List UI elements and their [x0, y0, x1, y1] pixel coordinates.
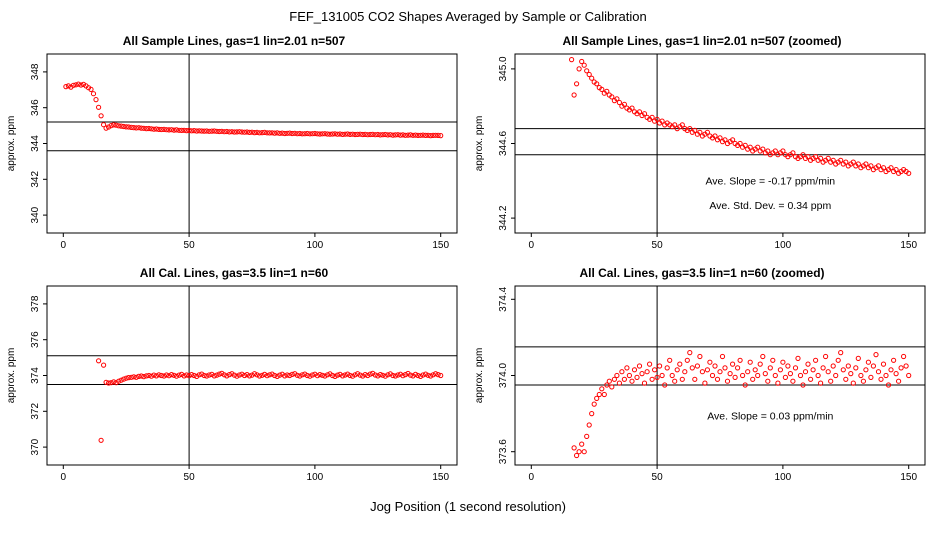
svg-text:50: 50 — [652, 240, 664, 251]
svg-text:100: 100 — [307, 472, 324, 483]
svg-text:373.6: 373.6 — [498, 439, 509, 464]
sample-full-scatter-plot: 0 50 100 150 340 342 344 346 348 approx. ppm — [3, 49, 465, 259]
svg-text:150: 150 — [900, 472, 917, 483]
svg-text:374.0: 374.0 — [498, 363, 509, 388]
svg-text:0: 0 — [61, 240, 67, 251]
svg-text:approx. ppm: approx. ppm — [474, 116, 485, 172]
svg-text:345.0: 345.0 — [498, 56, 509, 81]
svg-text:342: 342 — [30, 171, 41, 188]
svg-text:374: 374 — [30, 367, 41, 384]
panel-grid: All Sample Lines, gas=1 lin=2.01 n=507 0… — [0, 27, 936, 491]
panel-title-cal-zoomed: All Cal. Lines, gas=3.5 lin=1 n=60 (zoom… — [579, 266, 825, 280]
svg-text:346: 346 — [30, 99, 41, 116]
sample-zoomed-scatter-plot: 0 50 100 150 344.2 344.6 345.0 approx. ppm Ave. … — [471, 49, 933, 259]
svg-text:378: 378 — [30, 295, 41, 312]
svg-text:0: 0 — [529, 240, 535, 251]
svg-text:approx. ppm: approx. ppm — [474, 348, 485, 404]
svg-text:150: 150 — [432, 240, 449, 251]
svg-text:370: 370 — [30, 438, 41, 455]
svg-text:Ave. Std. Dev. = 0.34 ppm: Ave. Std. Dev. = 0.34 ppm — [709, 200, 831, 212]
svg-text:100: 100 — [775, 240, 792, 251]
svg-text:100: 100 — [775, 472, 792, 483]
svg-text:376: 376 — [30, 331, 41, 348]
cal-full-scatter-plot: 0 50 100 150 370 372 374 376 378 approx. ppm — [3, 281, 465, 491]
svg-text:Ave. Slope = -0.17 ppm/min: Ave. Slope = -0.17 ppm/min — [705, 176, 835, 188]
panel-title-sample-zoomed: All Sample Lines, gas=1 lin=2.01 n=507 (… — [562, 34, 842, 48]
svg-text:0: 0 — [529, 472, 535, 483]
svg-text:50: 50 — [184, 472, 196, 483]
svg-text:348: 348 — [30, 63, 41, 80]
panel-cal-zoomed: All Cal. Lines, gas=3.5 lin=1 n=60 (zoom… — [468, 259, 936, 491]
svg-text:approx. ppm: approx. ppm — [6, 116, 17, 172]
svg-text:344.2: 344.2 — [498, 205, 509, 230]
panel-sample-zoomed: All Sample Lines, gas=1 lin=2.01 n=507 (… — [468, 27, 936, 259]
svg-text:150: 150 — [432, 472, 449, 483]
svg-text:344: 344 — [30, 135, 41, 152]
svg-text:374.4: 374.4 — [498, 286, 509, 311]
svg-text:Ave. Slope = 0.03 ppm/min: Ave. Slope = 0.03 ppm/min — [707, 410, 833, 422]
svg-text:372: 372 — [30, 403, 41, 420]
svg-text:50: 50 — [184, 240, 196, 251]
svg-text:344.6: 344.6 — [498, 131, 509, 156]
svg-text:approx. ppm: approx. ppm — [6, 348, 17, 404]
svg-text:340: 340 — [30, 206, 41, 223]
panel-title-cal-full: All Cal. Lines, gas=3.5 lin=1 n=60 — [139, 266, 329, 280]
panel-sample-full: All Sample Lines, gas=1 lin=2.01 n=507 0… — [0, 27, 468, 259]
cal-zoomed-scatter-plot: 0 50 100 150 373.6 374.0 374.4 approx. ppm Ave. … — [471, 281, 933, 491]
panel-cal-full: All Cal. Lines, gas=3.5 lin=1 n=60 0 50 10… — [0, 259, 468, 491]
svg-text:100: 100 — [307, 240, 324, 251]
figure-title: FEF_131005 CO2 Shapes Averaged by Sample… — [289, 9, 647, 24]
x-axis-label: Jog Position (1 second resolution) — [370, 499, 566, 514]
svg-text:0: 0 — [61, 472, 67, 483]
panel-title-sample-full: All Sample Lines, gas=1 lin=2.01 n=507 — [122, 34, 346, 48]
svg-text:150: 150 — [900, 240, 917, 251]
svg-text:50: 50 — [652, 472, 664, 483]
